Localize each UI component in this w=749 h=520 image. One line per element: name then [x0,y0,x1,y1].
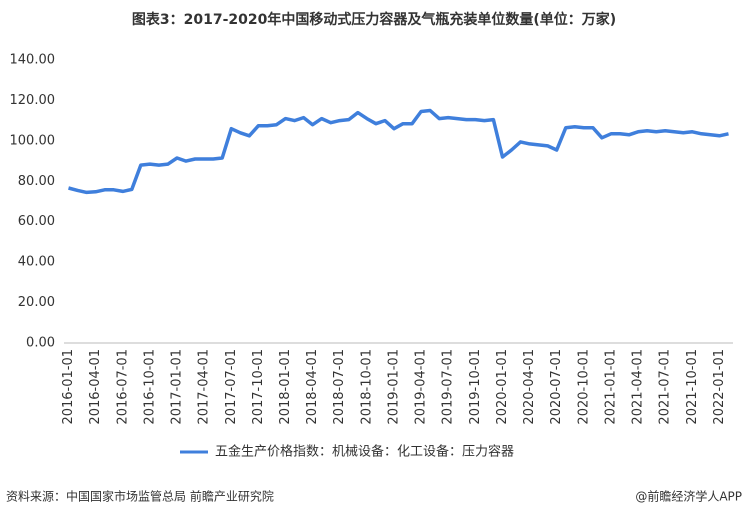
source: 资料来源：中国国家市场监管总局 前瞻产业研究院 [6,489,274,504]
x-tick-label: 2020-04-01 [522,349,537,425]
x-tick-label: 2020-01-01 [495,349,510,425]
x-tick-label: 2021-10-01 [685,349,700,425]
x-tick-label: 2018-07-01 [332,349,347,425]
chart-title: 图表3：2017-2020年中国移动式压力容器及气瓶充装单位数量(单位：万家) [132,11,616,28]
x-tick-label: 2018-01-01 [278,349,293,425]
x-tick-label: 2019-07-01 [441,349,456,425]
y-tick-label: 140.00 [10,53,56,68]
y-tick-label: 80.00 [18,174,55,189]
x-tick-label: 2016-07-01 [115,349,130,425]
x-tick-label: 2016-04-01 [88,349,103,425]
x-tick-label: 2021-04-01 [631,349,646,425]
x-tick-label: 2016-10-01 [142,349,157,425]
x-tick-label: 2017-07-01 [224,349,239,425]
y-tick-label: 20.00 [18,295,55,310]
x-tick-label: 2017-01-01 [170,349,185,425]
legend-label: 五金生产价格指数：机械设备：化工设备：压力容器 [215,444,514,460]
x-tick-label: 2021-01-01 [603,349,618,425]
x-tick-label: 2019-04-01 [414,349,429,425]
y-tick-label: 60.00 [18,214,55,229]
x-tick-label: 2017-04-01 [197,349,212,425]
x-tick-label: 2019-01-01 [386,349,401,425]
x-tick-label: 2022-01-01 [712,349,727,425]
y-tick-label: 120.00 [10,93,56,108]
x-tick-label: 2020-07-01 [549,349,564,425]
x-tick-label: 2017-10-01 [251,349,266,425]
credit: @前瞻经济学人APP [635,489,742,504]
x-tick-label: 2019-10-01 [468,349,483,425]
x-tick-label: 2016-01-01 [61,349,76,425]
y-tick-label: 40.00 [18,255,55,270]
x-tick-label: 2021-07-01 [658,349,673,425]
x-tick-label: 2020-10-01 [576,349,591,425]
y-tick-label: 100.00 [10,133,56,148]
x-tick-label: 2018-10-01 [359,349,374,425]
y-tick-label: 0.00 [26,336,55,351]
x-tick-label: 2018-04-01 [305,349,320,425]
data-line [68,108,729,195]
